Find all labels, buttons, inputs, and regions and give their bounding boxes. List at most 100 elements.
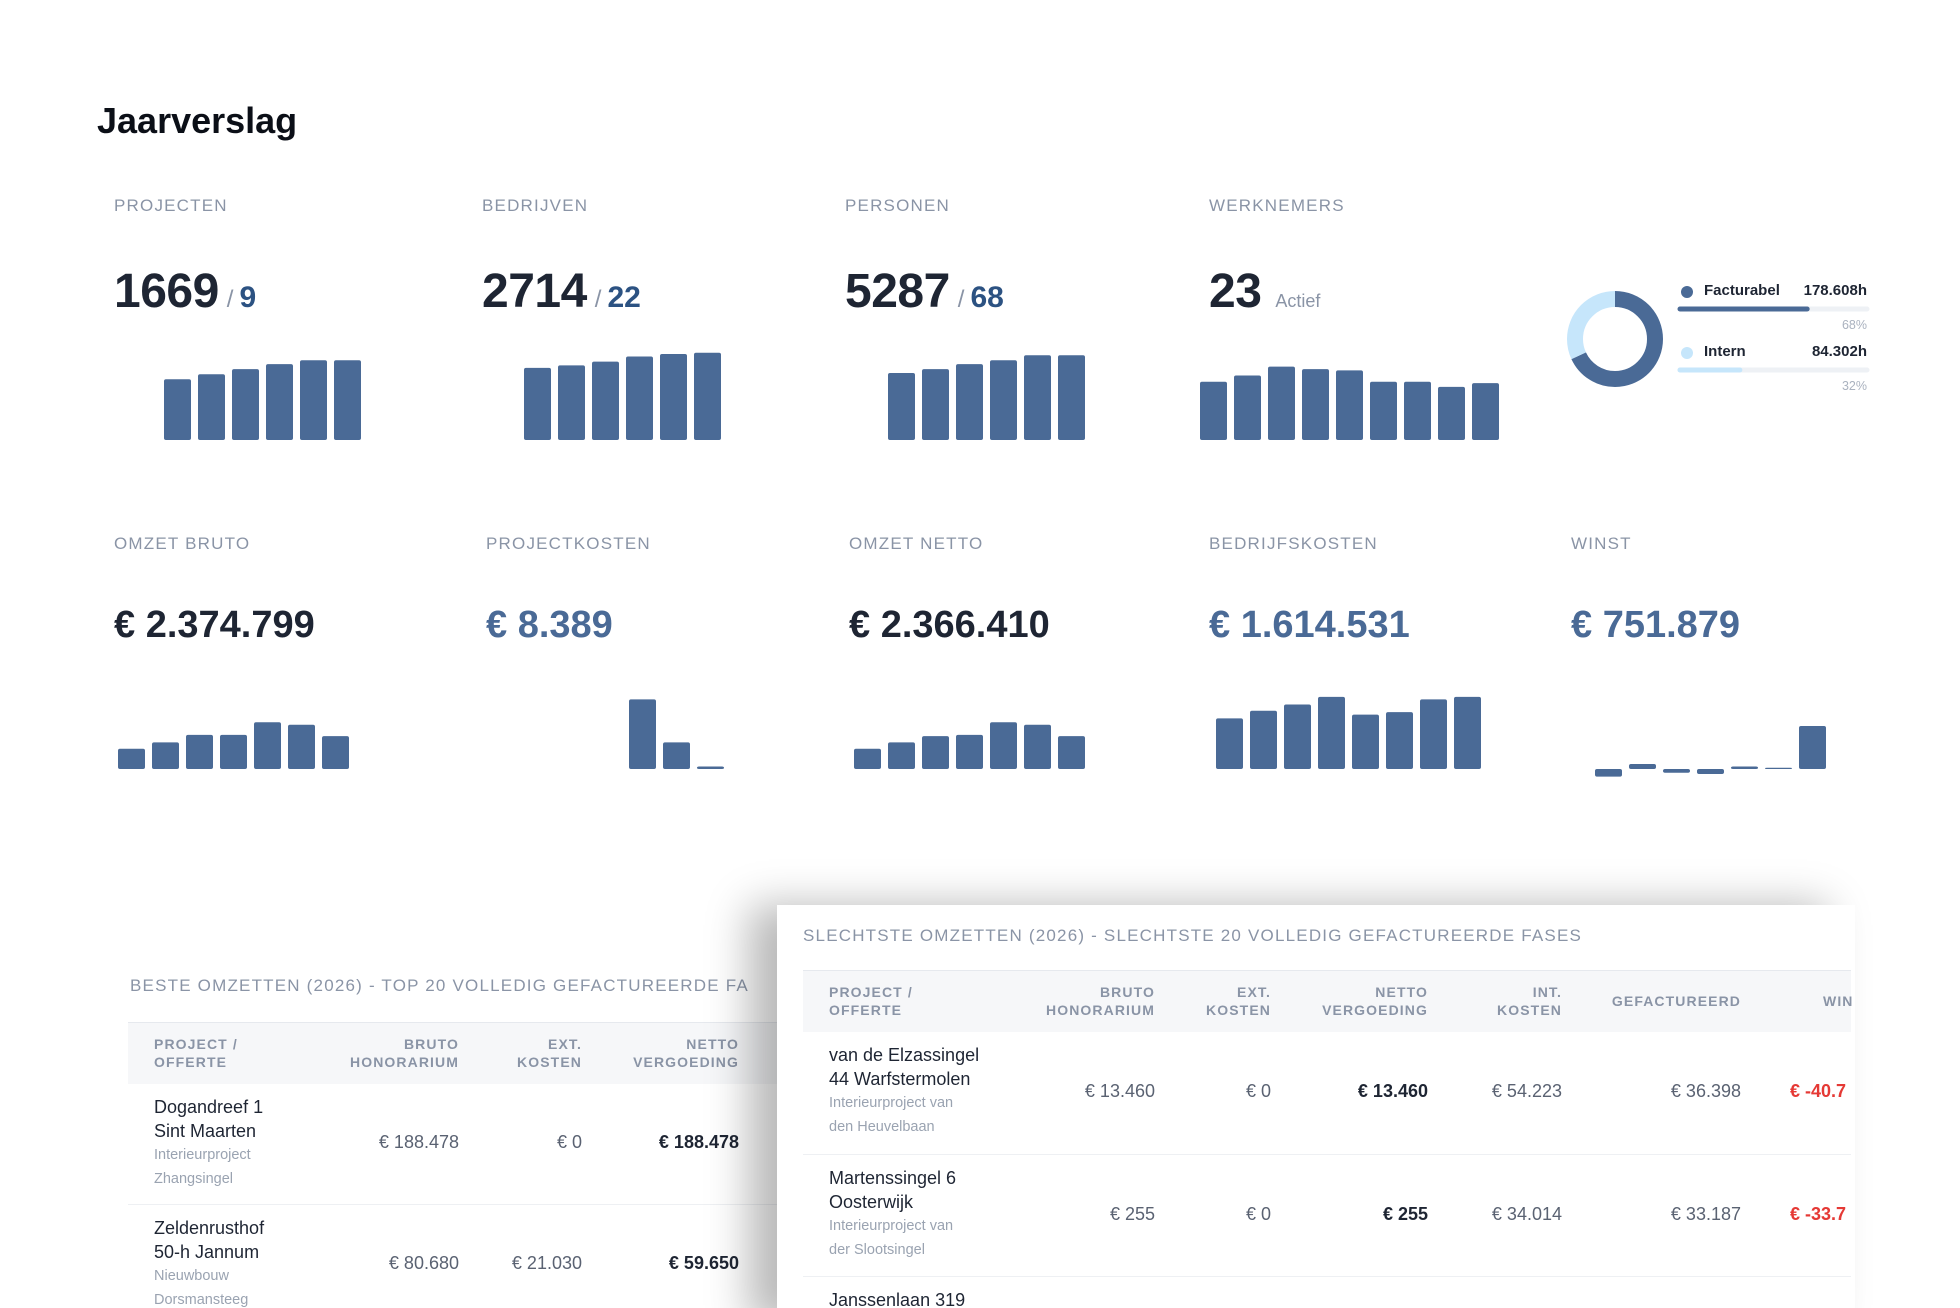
finance-value: € 751.879 xyxy=(1571,604,1741,646)
legend-name: Facturabel xyxy=(1704,282,1780,299)
project-name-line: Sint Maarten xyxy=(154,1121,257,1141)
donut-segment xyxy=(1567,291,1663,387)
spark-bar xyxy=(1058,736,1085,769)
row-divider xyxy=(128,1204,800,1205)
spark-bar xyxy=(990,722,1017,769)
column-header-line: PROJECT / xyxy=(829,983,913,1000)
legend-value: 84.302h xyxy=(1811,343,1867,360)
project-desc-line: Interieurproject van xyxy=(829,1095,954,1111)
spark-bar xyxy=(888,372,915,440)
spark-bar xyxy=(1250,710,1277,769)
spark-bar xyxy=(1234,375,1261,440)
project-cell: Janssenlaan 319 xyxy=(829,1288,965,1308)
spark-bar xyxy=(956,734,983,769)
project-desc-line: Interieurproject xyxy=(154,1147,251,1163)
spark-bar xyxy=(1284,704,1311,769)
finance-label: WINST xyxy=(1571,534,1632,553)
spark-bar xyxy=(1024,724,1051,769)
column-header: INT. KOSTEN xyxy=(1497,970,1562,1031)
table-header-band xyxy=(803,970,1851,1032)
project-name-line: Zeldenrusthof xyxy=(154,1218,265,1238)
project-cell: Dogandreef 1 Sint Maarten Interieurproject… xyxy=(154,1095,263,1191)
column-header: BRUTO HONORARIUM xyxy=(1046,970,1155,1031)
column-header-line: PROJECT / xyxy=(154,1035,238,1052)
table-cell: € 255 xyxy=(1382,1203,1428,1224)
project-desc-line: Zhangsingel xyxy=(154,1171,233,1187)
table-title: BESTE OMZETTEN (2026) - TOP 20 VOLLEDIG … xyxy=(130,976,749,995)
page-title: Jaarverslag xyxy=(97,100,298,141)
spark-bar xyxy=(322,736,349,769)
stat-sub: 22 xyxy=(607,281,641,314)
table-cell: € 0 xyxy=(1245,1080,1271,1101)
spark-bar xyxy=(1370,381,1397,440)
table-cell: € 188.478 xyxy=(378,1131,459,1152)
table-cell: € 33.187 xyxy=(1670,1203,1741,1224)
table-cell: € 21.030 xyxy=(511,1252,582,1273)
spark-bar xyxy=(1472,383,1499,440)
stat-value: 2714 xyxy=(482,265,587,318)
spark-bar xyxy=(956,364,983,440)
spark-bar xyxy=(198,374,225,440)
finance-label: OMZET BRUTO xyxy=(114,534,251,553)
project-desc-line: Nieuwbouw xyxy=(154,1268,229,1284)
spark-bar xyxy=(1352,714,1379,769)
table-cell: € 80.680 xyxy=(388,1252,459,1273)
stat-value-row: 23 Actief xyxy=(1209,264,1320,319)
spark-bar xyxy=(990,360,1017,440)
column-header-line: EXT. xyxy=(548,1035,582,1052)
spark-bar xyxy=(697,766,724,769)
spark-bar xyxy=(1731,766,1758,769)
legend-dot xyxy=(1681,286,1693,298)
project-name-line: Dogandreef 1 xyxy=(154,1097,264,1117)
spark-bar xyxy=(288,724,315,769)
column-header: PROJECT / OFFERTE xyxy=(829,970,913,1031)
table-cell: € 36.398 xyxy=(1670,1080,1741,1101)
spark-bar xyxy=(1404,381,1431,440)
finance-value: € 8.389 xyxy=(486,604,613,646)
stat-sub: 9 xyxy=(239,281,257,314)
stat-value-row: 5287 /68 xyxy=(845,264,1004,319)
stat-divider: / xyxy=(226,286,234,313)
stat-divider: / xyxy=(594,286,602,313)
project-cell: van de Elzassingel 44 Warfstermolen Interi… xyxy=(829,1043,979,1139)
table-cell: € -40.7 xyxy=(1790,1080,1847,1101)
column-header: GEFACTUREERD xyxy=(1612,970,1741,1031)
finance-label: BEDRIJFSKOSTEN xyxy=(1209,534,1378,553)
spark-bar xyxy=(663,742,690,769)
spark-bar xyxy=(888,742,915,769)
table-title: SLECHTSTE OMZETTEN (2026) - SLECHTSTE 20… xyxy=(803,926,1583,945)
row-divider xyxy=(803,1276,1851,1277)
column-header-line: WIN xyxy=(1823,992,1854,1009)
finance-value: € 2.366.410 xyxy=(849,604,1050,646)
column-header-line: INT. xyxy=(1532,983,1562,1000)
project-cell: Martenssingel 6 Oosterwijk Interieurprojec… xyxy=(829,1166,956,1262)
table-header-band xyxy=(128,1022,800,1084)
column-header: WIN xyxy=(1823,970,1854,1031)
project-desc-line: den Heuvelbaan xyxy=(829,1119,935,1135)
project-name-line: Martenssingel 6 xyxy=(829,1168,957,1188)
finance-value: € 1.614.531 xyxy=(1209,604,1410,646)
row-divider xyxy=(803,1154,1851,1155)
stat-note: Actief xyxy=(1275,291,1321,311)
worst-panel: SLECHTSTE OMZETTEN (2026) - SLECHTSTE 20… xyxy=(777,905,1855,1308)
table-cell: € 59.650 xyxy=(668,1252,739,1273)
spark-bar xyxy=(1595,769,1622,777)
stat-value: 1669 xyxy=(114,265,219,318)
spark-bar xyxy=(854,748,881,769)
spark-bar xyxy=(1454,696,1481,769)
spark-bar xyxy=(694,352,721,440)
legend-percent: 32% xyxy=(1841,379,1867,393)
column-header-line: VERGOEDING xyxy=(1322,1001,1428,1018)
spark-bar xyxy=(1799,725,1826,769)
stat-value: 5287 xyxy=(845,265,950,318)
column-header-line: NETTO xyxy=(1375,983,1428,1000)
table-cell: € 13.460 xyxy=(1357,1080,1428,1101)
column-header-line: HONORARIUM xyxy=(350,1053,459,1070)
finance-value: € 2.374.799 xyxy=(114,604,315,646)
spark-bar xyxy=(1318,696,1345,769)
spark-bar xyxy=(152,742,179,769)
table-cell: € 0 xyxy=(1245,1203,1271,1224)
spark-bar xyxy=(300,360,327,440)
